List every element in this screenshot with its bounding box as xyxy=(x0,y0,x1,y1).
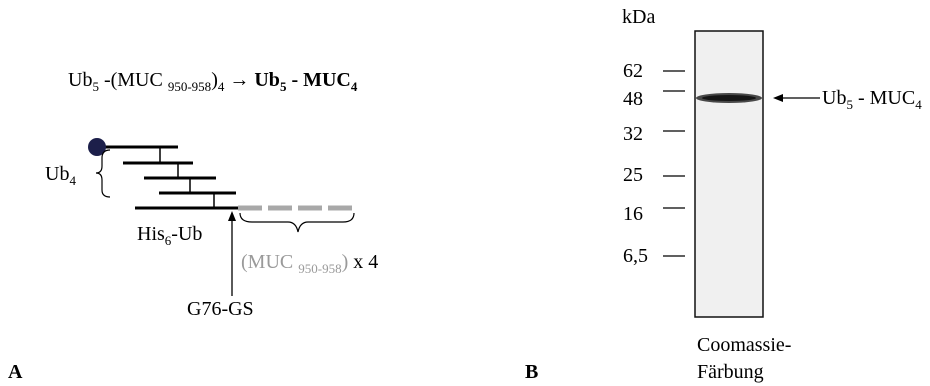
kda-unit-label: kDa xyxy=(622,6,656,28)
panel-b-label: B xyxy=(525,361,539,383)
gel-lane xyxy=(694,30,764,318)
marker-ticks xyxy=(663,70,685,257)
marker-label-16: 16 xyxy=(623,203,643,225)
ub-linkages xyxy=(159,147,215,208)
muc-repeat-label: (MUC 950-958) x 4 xyxy=(241,251,379,276)
stain-label-line2: Färbung xyxy=(697,361,764,383)
marker-label-62: 62 xyxy=(623,60,643,82)
marker-label-48: 48 xyxy=(623,88,643,110)
ub4-brace xyxy=(95,149,111,198)
ub4-label: Ub4 xyxy=(45,163,76,188)
marker-label-25: 25 xyxy=(623,164,643,186)
construct-equation: Ub5 -(MUC 950-958)4 → Ub5 - MUC4 xyxy=(68,69,358,94)
his-tag-circle xyxy=(88,138,106,156)
marker-label-6-5: 6,5 xyxy=(623,245,648,267)
arrow-head xyxy=(228,211,236,221)
muc-brace xyxy=(239,212,355,233)
marker-label-32: 32 xyxy=(623,123,643,145)
panel-a-label: A xyxy=(8,361,23,383)
ub-chain xyxy=(97,145,238,210)
junction-label: G76-GS xyxy=(187,298,254,320)
band-arrow-head xyxy=(773,94,783,102)
his6-ub-label: His6-Ub xyxy=(137,223,203,248)
band-label: Ub5 - MUC4 xyxy=(822,87,922,112)
stain-label-line1: Coomassie- xyxy=(697,334,792,356)
